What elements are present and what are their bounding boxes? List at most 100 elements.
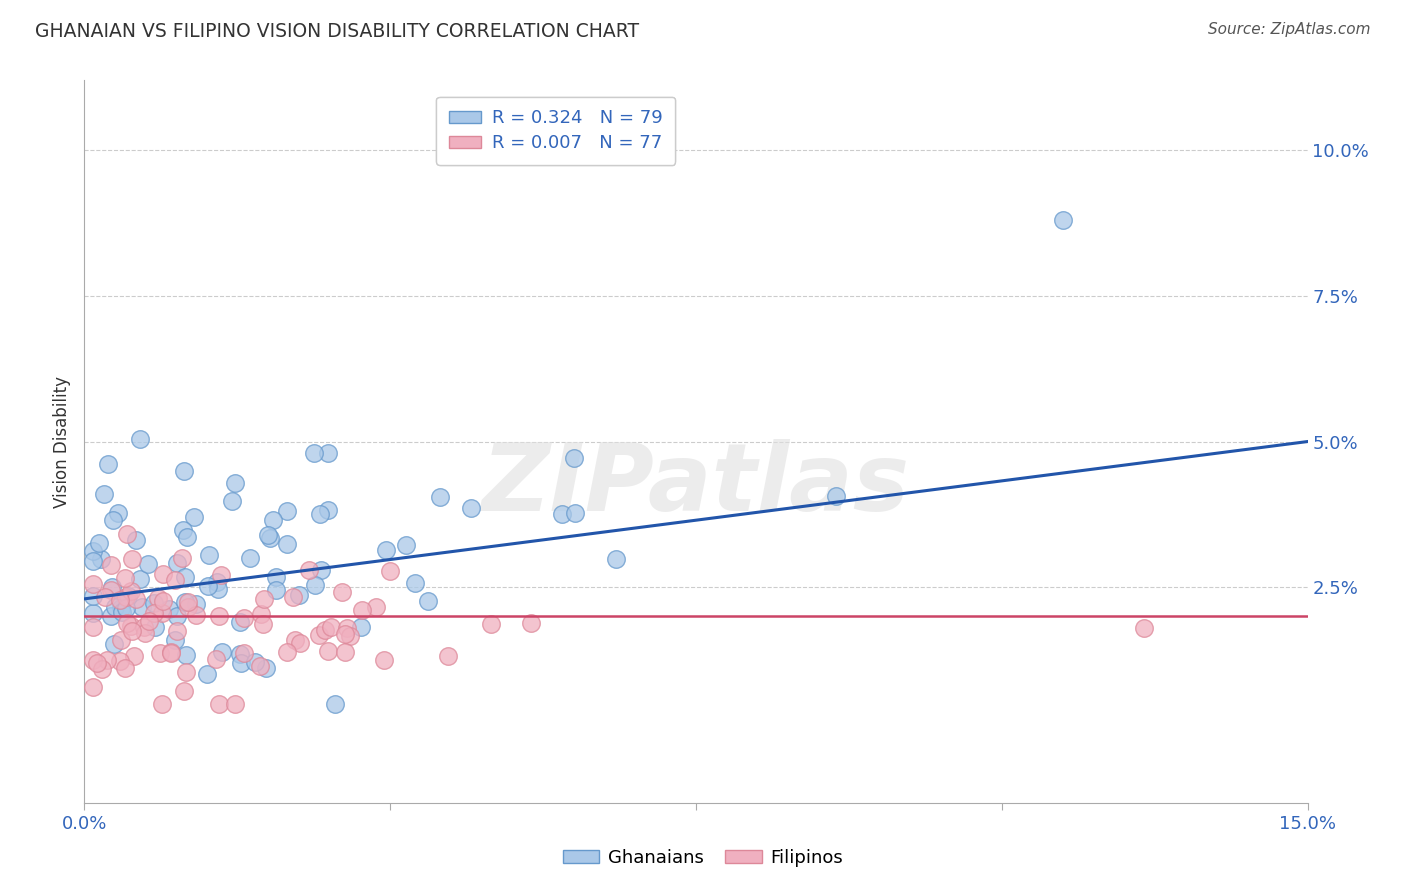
Point — [429, 490, 451, 504]
Point — [319, 620, 342, 634]
Point — [333, 645, 356, 659]
Point — [131, 599, 153, 614]
Point — [138, 614, 160, 628]
Point — [152, 593, 174, 607]
Point — [257, 528, 280, 542]
Point — [82, 653, 104, 667]
Point — [174, 648, 197, 663]
Point — [250, 607, 273, 621]
Point — [143, 606, 166, 620]
Point — [333, 627, 356, 641]
Point — [253, 592, 276, 607]
Point — [110, 633, 132, 648]
Point — [1052, 213, 1074, 227]
Point — [82, 589, 104, 603]
Point — [276, 537, 298, 551]
Point — [304, 577, 326, 591]
Point — [314, 623, 336, 637]
Point — [132, 620, 155, 634]
Point — [184, 607, 207, 622]
Point — [142, 596, 165, 610]
Point — [114, 601, 136, 615]
Point — [309, 507, 332, 521]
Point — [177, 595, 200, 609]
Point — [172, 550, 194, 565]
Point — [316, 446, 339, 460]
Point — [284, 632, 307, 647]
Point — [208, 697, 231, 711]
Point — [100, 609, 122, 624]
Point — [288, 635, 311, 649]
Point — [404, 575, 426, 590]
Point — [82, 553, 104, 567]
Point — [336, 622, 359, 636]
Point — [197, 579, 219, 593]
Point — [114, 661, 136, 675]
Point — [605, 551, 627, 566]
Point — [90, 551, 112, 566]
Point — [173, 569, 195, 583]
Point — [252, 617, 274, 632]
Point — [373, 653, 395, 667]
Point — [288, 588, 311, 602]
Point — [134, 625, 156, 640]
Point — [120, 583, 142, 598]
Point — [163, 632, 186, 647]
Point — [243, 655, 266, 669]
Point — [150, 606, 173, 620]
Text: Source: ZipAtlas.com: Source: ZipAtlas.com — [1208, 22, 1371, 37]
Point — [211, 645, 233, 659]
Point — [160, 646, 183, 660]
Point — [174, 665, 197, 679]
Point — [82, 576, 104, 591]
Point — [115, 527, 138, 541]
Point — [108, 593, 131, 607]
Point — [316, 644, 339, 658]
Point — [89, 535, 111, 549]
Point — [104, 599, 127, 614]
Point — [86, 657, 108, 671]
Point — [129, 572, 152, 586]
Point — [121, 552, 143, 566]
Point — [209, 567, 232, 582]
Point — [176, 599, 198, 614]
Point — [96, 653, 118, 667]
Point — [207, 575, 229, 590]
Point — [107, 506, 129, 520]
Point — [375, 543, 398, 558]
Point — [114, 571, 136, 585]
Point — [115, 615, 138, 630]
Point — [172, 524, 194, 538]
Point — [183, 510, 205, 524]
Point — [91, 662, 114, 676]
Point — [173, 595, 195, 609]
Point — [254, 661, 277, 675]
Point — [350, 603, 373, 617]
Point — [120, 619, 142, 633]
Point — [82, 620, 104, 634]
Point — [239, 550, 262, 565]
Point — [460, 500, 482, 515]
Y-axis label: Vision Disability: Vision Disability — [53, 376, 72, 508]
Point — [94, 591, 117, 605]
Point — [395, 538, 418, 552]
Point — [232, 610, 254, 624]
Point — [150, 697, 173, 711]
Point — [437, 649, 460, 664]
Point — [221, 493, 243, 508]
Point — [380, 564, 402, 578]
Point — [114, 591, 136, 605]
Text: ZIPatlas: ZIPatlas — [482, 439, 910, 531]
Point — [364, 600, 387, 615]
Point — [152, 566, 174, 581]
Point — [302, 446, 325, 460]
Point — [350, 620, 373, 634]
Point — [149, 646, 172, 660]
Text: GHANAIAN VS FILIPINO VISION DISABILITY CORRELATION CHART: GHANAIAN VS FILIPINO VISION DISABILITY C… — [35, 22, 640, 41]
Legend: Ghanaians, Filipinos: Ghanaians, Filipinos — [555, 842, 851, 874]
Point — [551, 507, 574, 521]
Point — [205, 652, 228, 666]
Point — [108, 653, 131, 667]
Point — [308, 627, 330, 641]
Point — [266, 570, 288, 584]
